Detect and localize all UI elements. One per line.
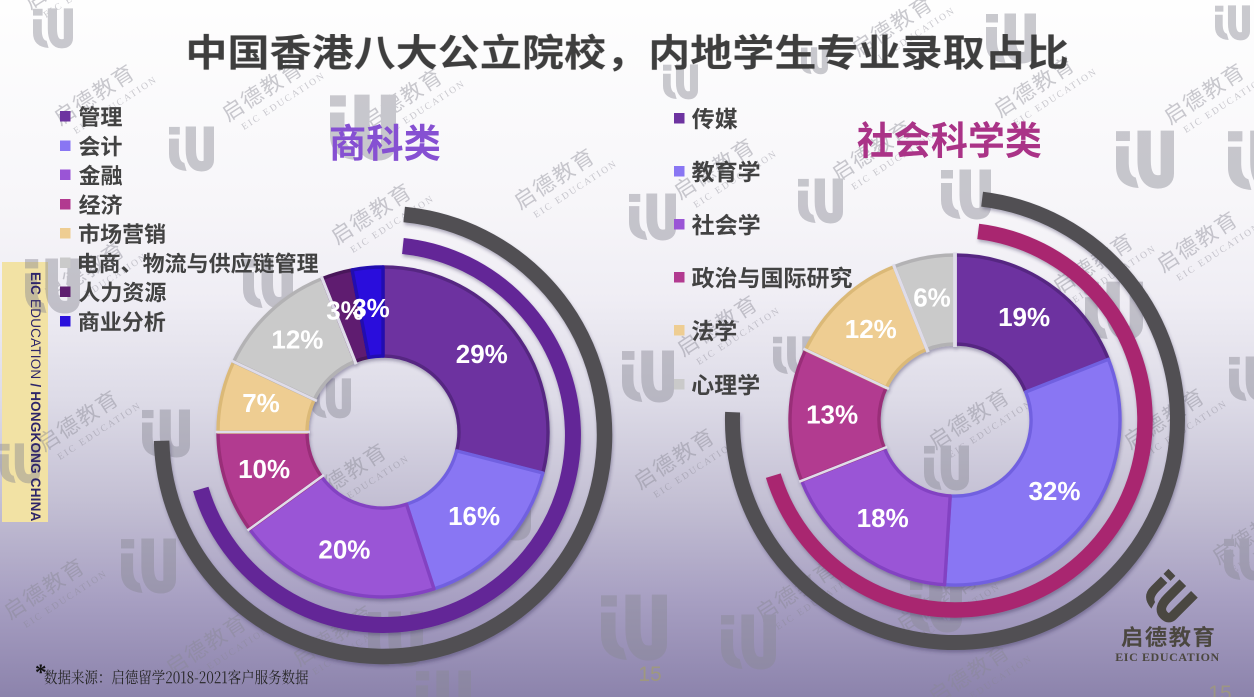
- svg-text:32%: 32%: [1028, 476, 1080, 506]
- svg-text:18%: 18%: [857, 503, 909, 533]
- svg-text:EIC EDUCATION / HONGKONG CHINA: EIC EDUCATION / HONGKONG CHINA: [28, 272, 43, 522]
- svg-text:3%: 3%: [326, 296, 364, 326]
- svg-text:3%: 3%: [352, 293, 390, 323]
- svg-text:15: 15: [1208, 682, 1231, 697]
- svg-text:15: 15: [638, 663, 661, 686]
- svg-text:6%: 6%: [913, 283, 951, 313]
- svg-text:16%: 16%: [448, 501, 500, 531]
- svg-text:*: *: [35, 660, 47, 685]
- svg-text:20%: 20%: [318, 534, 370, 564]
- svg-text:29%: 29%: [456, 339, 508, 369]
- svg-text:EIC EDUCATION: EIC EDUCATION: [1115, 650, 1220, 664]
- svg-text:7%: 7%: [242, 388, 280, 418]
- svg-text:12%: 12%: [271, 324, 323, 354]
- svg-text:10%: 10%: [238, 454, 290, 484]
- svg-text:13%: 13%: [806, 400, 858, 430]
- svg-text:12%: 12%: [845, 314, 897, 344]
- svg-text:19%: 19%: [998, 302, 1050, 332]
